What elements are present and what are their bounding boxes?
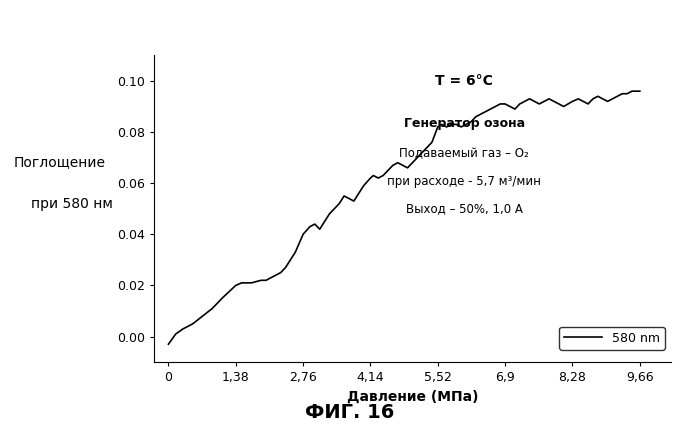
Text: Выход – 50%, 1,0 А: Выход – 50%, 1,0 А — [405, 203, 523, 216]
Text: ФИГ. 16: ФИГ. 16 — [305, 403, 394, 422]
Text: Подаваемый газ – O₂: Подаваемый газ – O₂ — [399, 147, 529, 161]
Text: при 580 нм: при 580 нм — [31, 198, 113, 211]
X-axis label: Давление (МПа): Давление (МПа) — [347, 390, 478, 404]
Text: T = 6°C: T = 6°C — [435, 74, 493, 88]
Text: при расходе - 5,7 м³/мин: при расходе - 5,7 м³/мин — [387, 175, 541, 188]
Text: Поглощение: Поглощение — [14, 155, 106, 169]
Text: Генератор озона: Генератор озона — [403, 117, 525, 130]
Legend: 580 nm: 580 nm — [559, 327, 665, 350]
